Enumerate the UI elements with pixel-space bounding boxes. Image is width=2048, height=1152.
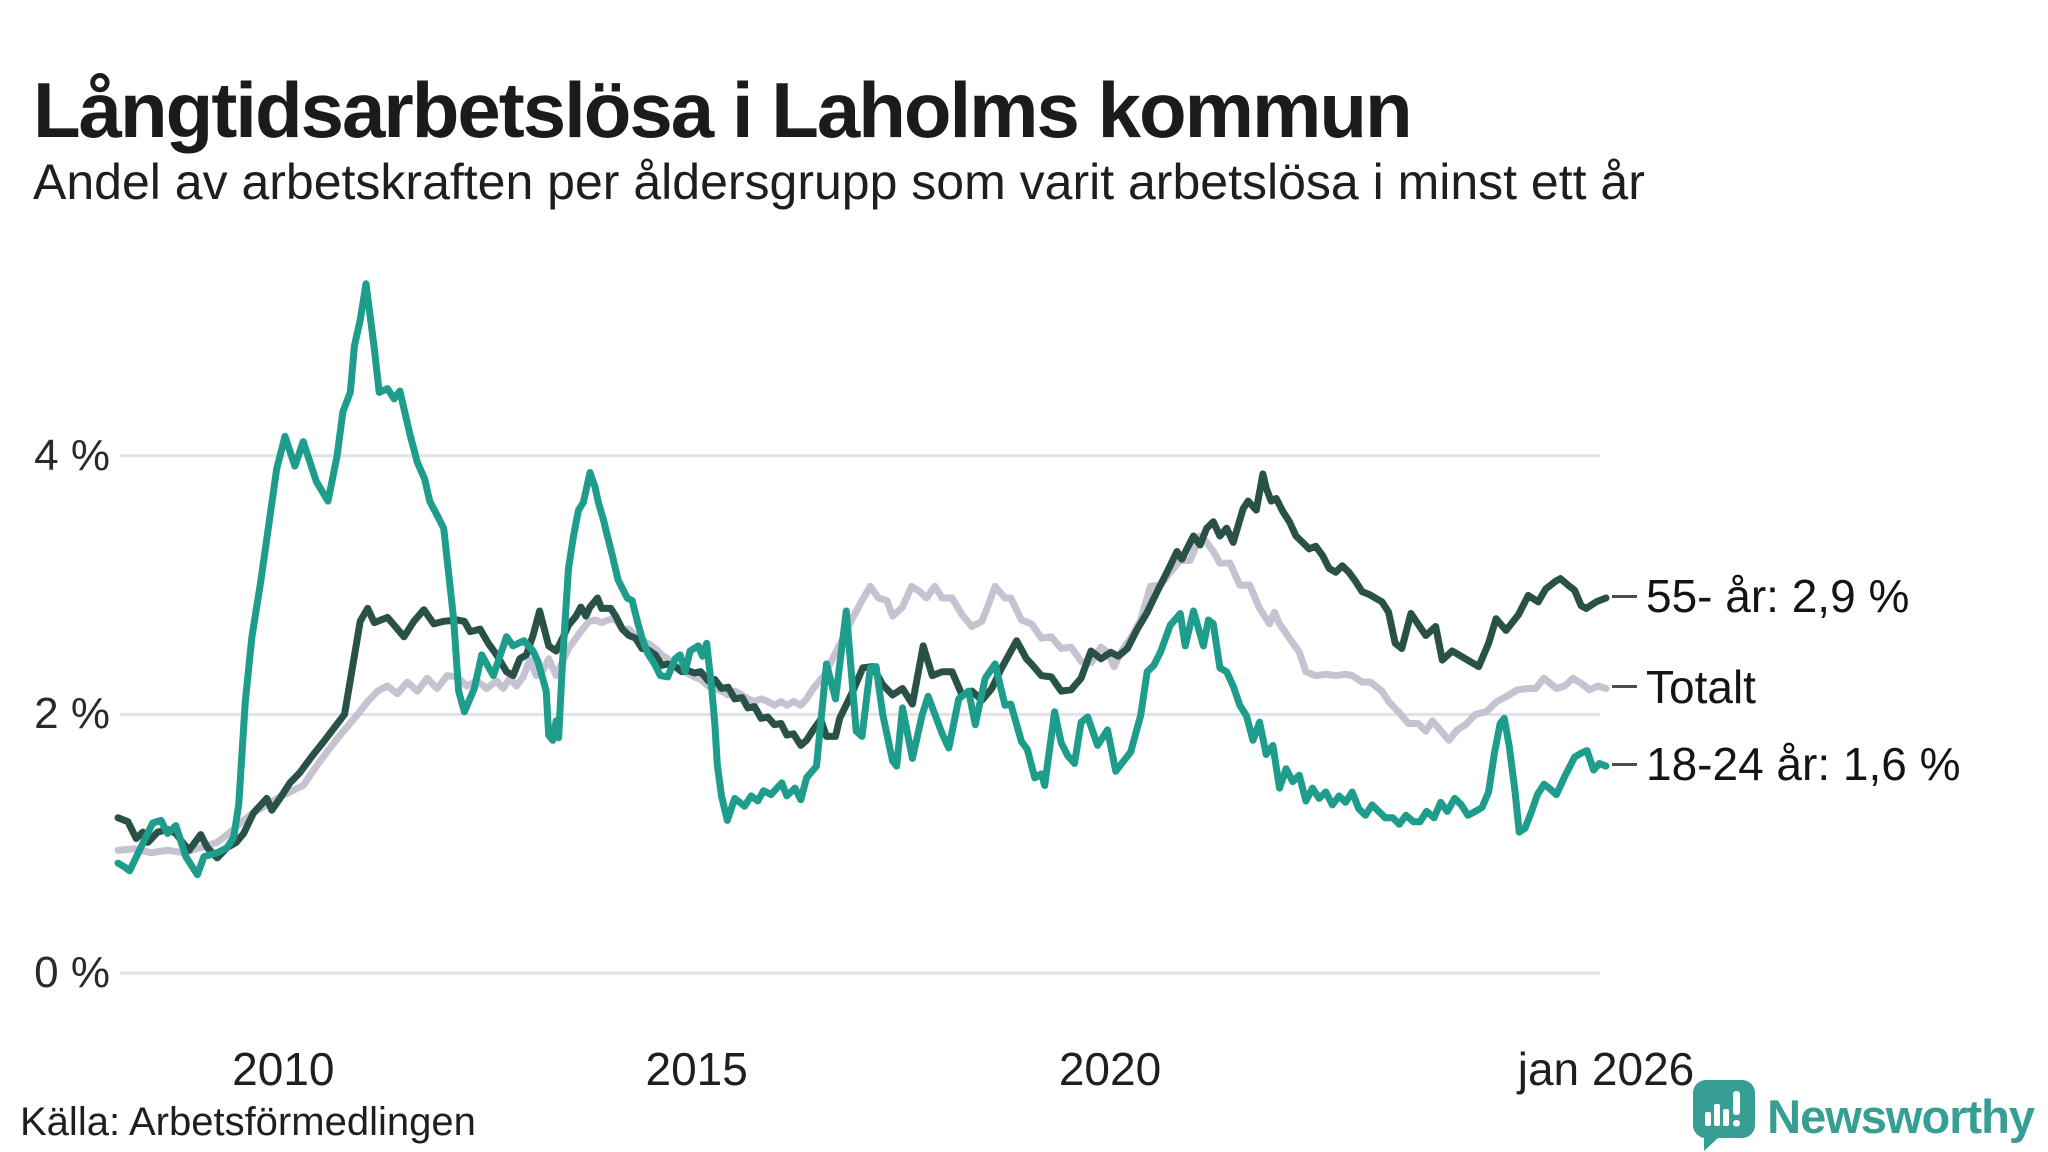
legend-label: 18-24 år: 1,6 %: [1646, 738, 1961, 791]
x-tick-label: 2015: [645, 1043, 748, 1095]
series-end-label: Totalt: [1612, 664, 1756, 710]
series-line-55-år: [114, 470, 1610, 862]
series-line-18-24-år: [114, 280, 1610, 879]
series-end-label: 55- år: 2,9 %: [1612, 573, 1909, 619]
brand-name: Newsworthy: [1767, 1089, 2035, 1143]
brand-logo: Newsworthy: [1693, 1080, 2035, 1152]
x-tick-label: 2020: [1058, 1043, 1162, 1095]
series-end-label: 18-24 år: 1,6 %: [1612, 741, 1961, 787]
y-tick-label: 4 %: [34, 430, 110, 480]
x-tick-label: 2010: [232, 1043, 335, 1095]
legend-label: Totalt: [1646, 660, 1756, 713]
legend-dash: [1612, 762, 1637, 766]
page-title: Långtidsarbetslösa i Laholms kommun: [33, 66, 1413, 155]
legend-label: 55- år: 2,9 %: [1646, 570, 1910, 623]
source-note: Källa: Arbetsförmedlingen: [20, 1100, 476, 1144]
y-tick-label: 2 %: [34, 689, 110, 739]
y-tick-label: 0 %: [34, 948, 110, 997]
x-tick-label: jan 2026: [1517, 1043, 1695, 1095]
page-subtitle: Andel av arbetskraften per åldersgrupp s…: [33, 154, 1645, 210]
legend-dash: [1612, 594, 1637, 598]
series-line-totalt: [114, 532, 1610, 857]
legend-dash: [1612, 685, 1637, 689]
newsworthy-icon: [1693, 1080, 1756, 1151]
